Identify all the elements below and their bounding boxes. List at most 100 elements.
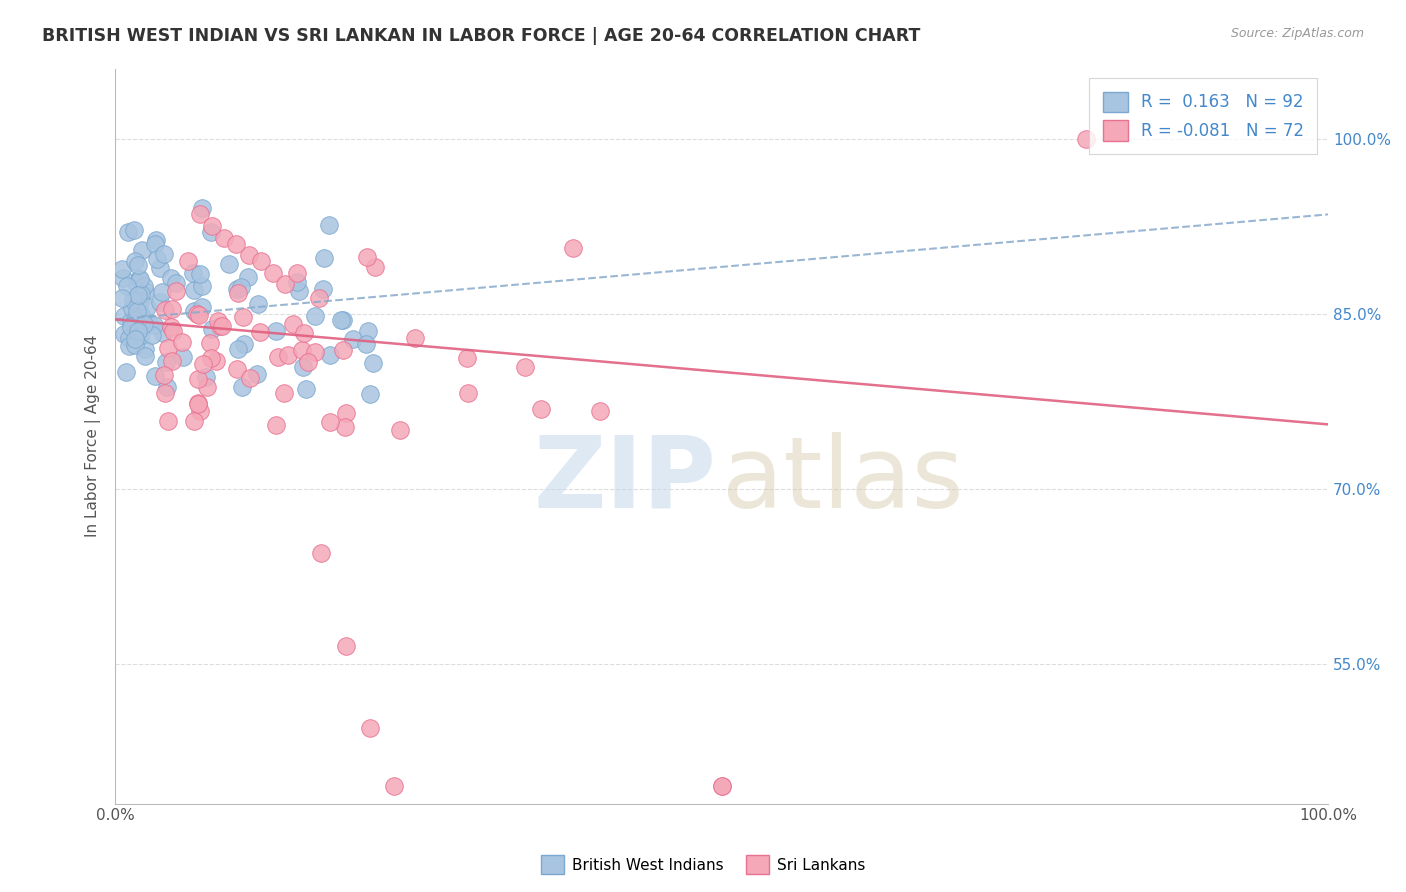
Point (359, 387, 381, 401)
Point (112, 326, 135, 341)
Point (188, 267, 211, 281)
Point (188, 207, 211, 221)
Point (132, 279, 155, 293)
Point (152, 368, 174, 383)
Point (226, 342, 249, 356)
Point (226, 362, 249, 376)
Point (233, 337, 256, 351)
Point (264, 324, 287, 338)
Point (297, 355, 319, 369)
Point (200, 336, 222, 351)
Point (117, 225, 139, 239)
Point (218, 257, 240, 271)
Point (288, 284, 311, 298)
Point (187, 371, 209, 385)
Point (121, 293, 143, 307)
Legend: R =  0.163   N = 92, R = -0.081   N = 72: R = 0.163 N = 92, R = -0.081 N = 72 (1090, 78, 1317, 154)
Point (710, 779, 733, 793)
Point (134, 284, 156, 298)
Point (127, 258, 149, 272)
Point (359, 721, 381, 735)
Point (165, 276, 187, 290)
Point (262, 266, 284, 280)
Point (195, 380, 218, 394)
Point (335, 406, 357, 420)
Point (188, 403, 211, 417)
Point (143, 237, 166, 252)
Point (361, 356, 384, 370)
Point (342, 332, 364, 346)
Point (304, 345, 326, 359)
Point (156, 379, 179, 393)
Point (388, 423, 411, 437)
Text: Source: ZipAtlas.com: Source: ZipAtlas.com (1230, 27, 1364, 40)
Point (156, 341, 179, 355)
Point (131, 310, 153, 324)
Point (354, 336, 377, 351)
Point (153, 303, 176, 318)
Point (589, 403, 612, 417)
Point (363, 260, 385, 274)
Point (200, 351, 222, 365)
Point (146, 252, 169, 267)
Point (118, 339, 141, 353)
Point (187, 396, 209, 410)
Point (153, 247, 176, 261)
Point (121, 301, 143, 316)
Point (114, 365, 136, 379)
Point (188, 308, 211, 322)
Point (134, 349, 156, 363)
Point (319, 416, 342, 430)
Point (295, 382, 318, 396)
Point (314, 252, 336, 266)
Point (333, 420, 356, 434)
Point (162, 324, 184, 338)
Point (120, 314, 142, 328)
Point (191, 300, 214, 314)
Point (357, 324, 380, 338)
Point (145, 368, 167, 383)
Point (312, 283, 335, 297)
Point (128, 303, 150, 318)
Point (332, 343, 354, 357)
Point (132, 317, 155, 331)
Point (160, 320, 183, 334)
Point (157, 414, 180, 428)
Point (1074, 131, 1097, 145)
Point (149, 261, 172, 276)
Point (124, 253, 146, 268)
Point (172, 351, 194, 365)
Point (232, 310, 254, 324)
Point (710, 779, 733, 793)
Point (457, 386, 479, 401)
Point (112, 270, 135, 285)
Point (304, 310, 326, 324)
Point (162, 302, 184, 317)
Point (456, 351, 478, 366)
Point (125, 277, 148, 291)
Point (236, 269, 259, 284)
Point (335, 639, 357, 653)
Point (124, 332, 146, 346)
Point (207, 314, 229, 328)
Point (129, 293, 152, 308)
Point (201, 219, 224, 233)
Point (277, 347, 299, 361)
Point (131, 321, 153, 335)
Point (382, 779, 405, 793)
Point (211, 318, 233, 333)
Point (249, 325, 271, 339)
Point (404, 331, 426, 345)
Legend: British West Indians, Sri Lankans: British West Indians, Sri Lankans (534, 849, 872, 880)
Point (128, 271, 150, 285)
Point (291, 359, 314, 374)
Point (264, 417, 287, 432)
Point (142, 318, 165, 332)
Point (191, 357, 214, 371)
Point (201, 321, 224, 335)
Point (226, 282, 249, 296)
Point (311, 546, 333, 560)
Point (191, 278, 214, 293)
Point (153, 385, 176, 400)
Point (129, 287, 152, 301)
